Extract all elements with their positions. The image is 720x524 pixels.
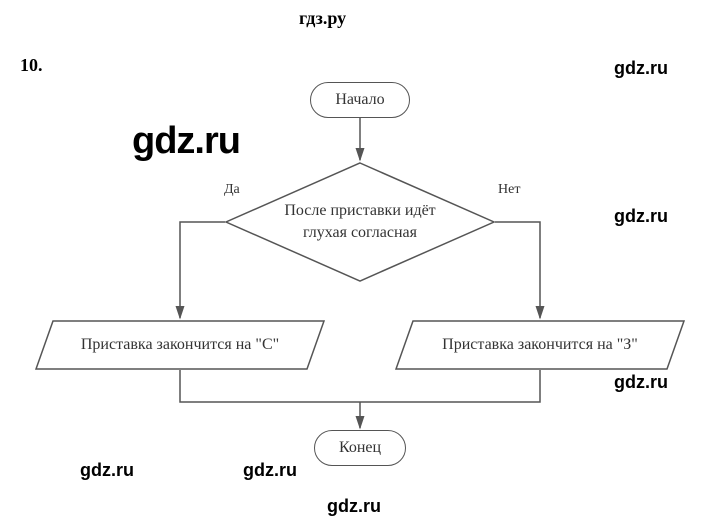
edge-label-no: Нет bbox=[498, 182, 520, 198]
flow-end: Конец bbox=[314, 430, 406, 466]
flow-left-output-label: Приставка закончится на "С" bbox=[81, 336, 279, 354]
flow-right-output-label: Приставка закончится на "З" bbox=[442, 336, 638, 354]
flow-start: Начало bbox=[310, 82, 410, 118]
flow-start-label: Начало bbox=[335, 91, 384, 109]
flow-end-label: Конец bbox=[339, 439, 381, 457]
flow-decision-label: После приставки идёт глухая согласная bbox=[284, 200, 435, 243]
flow-right-output: Приставка закончится на "З" bbox=[395, 320, 685, 370]
flow-decision: После приставки идёт глухая согласная bbox=[225, 162, 495, 282]
flow-left-output: Приставка закончится на "С" bbox=[35, 320, 325, 370]
edge-label-yes: Да bbox=[224, 182, 240, 198]
